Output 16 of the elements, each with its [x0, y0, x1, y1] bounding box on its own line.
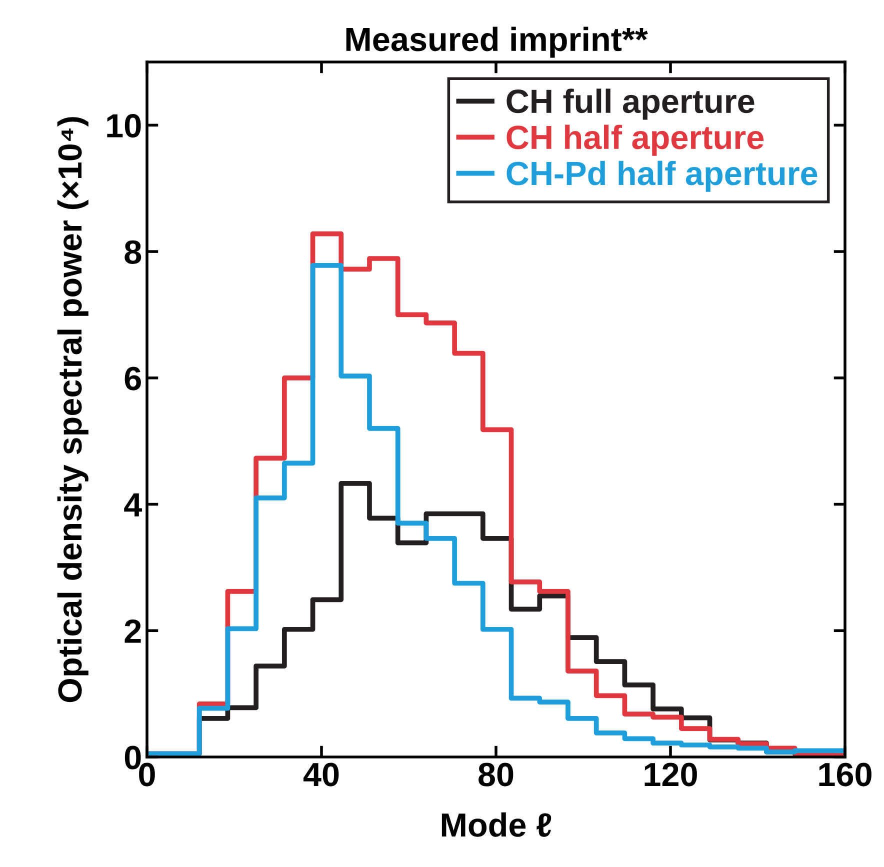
- y-tick-label: 8: [124, 240, 142, 264]
- chart-title: Measured imprint**: [346, 26, 648, 58]
- y-tick-label: 2: [124, 619, 141, 643]
- y-tick-label: 10: [107, 114, 141, 138]
- y-tick-label: 4: [124, 493, 142, 516]
- x-axis-title: Mode ℓ: [442, 812, 552, 837]
- y-axis-title: Optical density spectral power (×10⁴): [57, 117, 88, 702]
- legend-label: CH-Pd half aperture: [506, 160, 818, 192]
- legend-label: CH half aperture: [506, 124, 764, 156]
- y-tick-label: 0: [124, 746, 141, 770]
- x-tick-label: 160: [819, 762, 872, 786]
- x-tick-label: 120: [644, 762, 697, 786]
- x-tick-label: 40: [303, 762, 339, 786]
- legend-label: CH full aperture: [506, 88, 754, 120]
- y-tick-label: 6: [124, 366, 141, 390]
- x-tick-label: 80: [478, 762, 514, 786]
